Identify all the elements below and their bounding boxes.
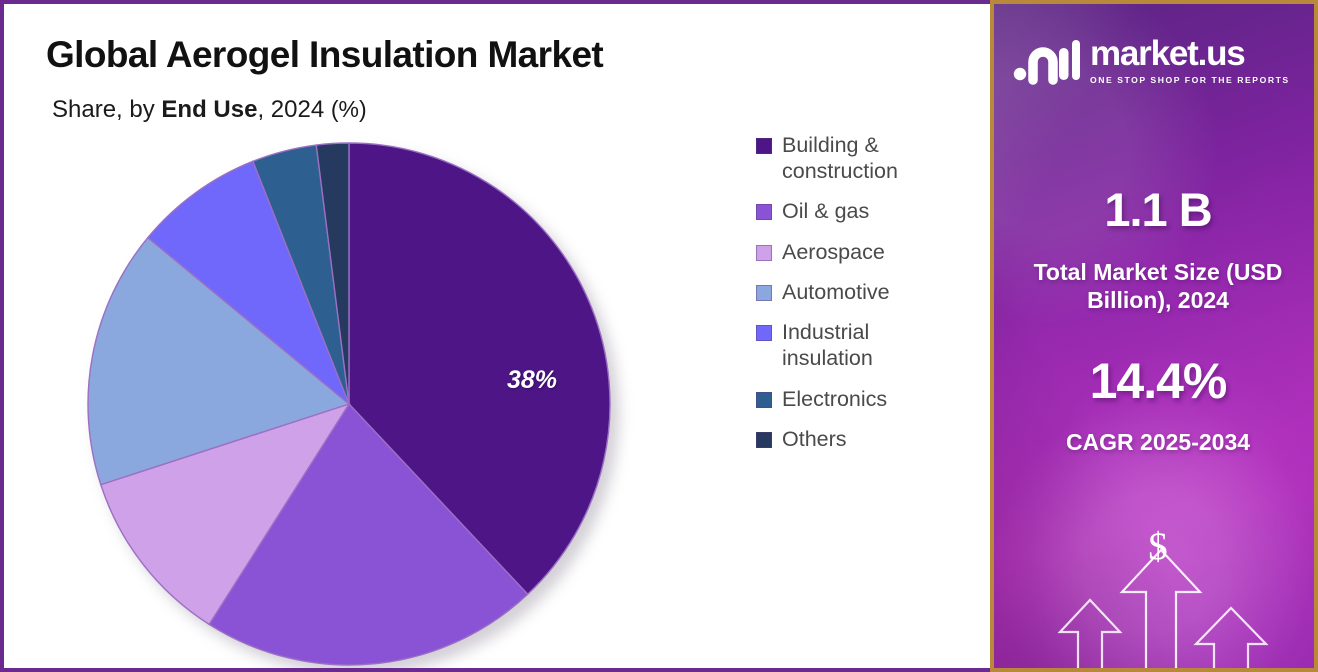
subtitle-suffix: , 2024 [257, 96, 331, 123]
legend-item-label: Industrial insulation [782, 320, 873, 371]
pie-slices [87, 142, 611, 666]
legend-item[interactable]: Industrial insulation [756, 319, 981, 371]
legend-swatch-icon [756, 284, 772, 301]
logo-tagline: ONE STOP SHOP FOR THE REPORTS [1090, 74, 1290, 85]
legend-item-label: Electronics [782, 386, 888, 411]
legend-item-label: Automotive [782, 279, 890, 304]
pie-slice[interactable] [146, 160, 350, 405]
cagr-value: 14.4% [1089, 353, 1228, 409]
cagr-label: CAGR 2025-2034 [1065, 429, 1251, 455]
growth-arrows-icon [1057, 548, 1269, 668]
chart-subtitle: Share, by End Use, 2024 (%) [52, 96, 367, 124]
legend-item[interactable]: Building & construction [756, 132, 981, 184]
stats-panel: market.us ONE STOP SHOP FOR THE REPORTS … [990, 0, 1318, 672]
chart-legend: Building & construction Oil & gas Aerospac… [756, 132, 981, 466]
chart-panel: Global Aerogel Insulation Market Share, … [0, 0, 990, 672]
legend-swatch-icon [756, 204, 772, 221]
logo-text: market.us ONE STOP SHOP FOR THE REPORTS [1090, 36, 1290, 85]
legend-item-label: Aerospace [782, 239, 885, 264]
pie-slice[interactable] [208, 402, 529, 666]
legend-item[interactable]: Aerospace [756, 239, 981, 265]
subtitle-unit: (%) [330, 96, 367, 122]
pie-slice[interactable] [87, 236, 351, 486]
pie-slice[interactable] [348, 142, 611, 596]
pie-slice[interactable] [315, 142, 350, 405]
subtitle-prefix: Share, by [52, 96, 162, 123]
legend-item-label: Others [782, 426, 847, 451]
legend-swatch-icon [756, 431, 772, 448]
pie-data-label: 38% [507, 366, 558, 394]
legend-swatch-icon [756, 325, 772, 342]
subtitle-emphasis: End Use [161, 96, 258, 123]
legend-swatch-icon [756, 138, 772, 154]
market-size-value: 1.1 B [1104, 183, 1212, 236]
brand-logo: market.us ONE STOP SHOP FOR THE REPORTS [1012, 34, 1304, 86]
legend-swatch-icon [756, 244, 772, 261]
legend-item-label: Building & construction [782, 133, 898, 184]
legend-item-label: Oil & gas [782, 199, 870, 224]
market-us-logo-icon [1013, 40, 1080, 85]
legend-item[interactable]: Electronics [756, 386, 981, 412]
legend-swatch-icon [756, 391, 772, 408]
market-size-label: Total Market Size (USD Billion), 2024 [1033, 259, 1283, 314]
pie-slice[interactable] [99, 402, 351, 626]
page-title: Global Aerogel Insulation Market [46, 34, 604, 75]
legend-item[interactable]: Others [756, 426, 981, 452]
logo-wordmark: market.us [1090, 33, 1246, 73]
legend-item[interactable]: Automotive [756, 279, 981, 305]
pie-chart: 38% [87, 142, 619, 668]
legend-item[interactable]: Oil & gas [756, 198, 981, 224]
